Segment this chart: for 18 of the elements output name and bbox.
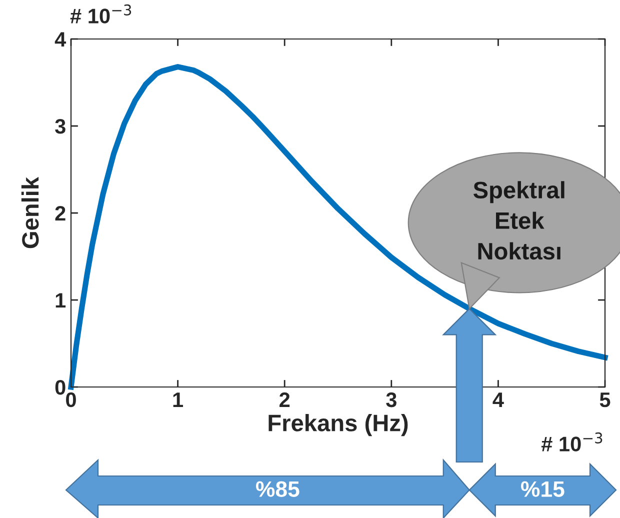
x-tick-label: 0 <box>66 392 76 408</box>
y-tick-label: 0 <box>55 380 66 395</box>
x-tick-label: 4 <box>492 392 504 407</box>
y-tick-label: 2 <box>55 206 66 221</box>
y-tick-label: 3 <box>55 119 66 134</box>
x-tick-label: 2 <box>280 392 290 407</box>
text: %15 <box>520 481 564 497</box>
text: %85 <box>256 481 300 497</box>
x-tick-label: 3 <box>386 392 396 408</box>
text: # 10$^{−3}$ <box>541 432 602 452</box>
annotation: Spektral Etek Noktası <box>473 181 564 260</box>
y-tick-label: 1 <box>56 293 66 308</box>
text: # 10$^{−3}$ <box>70 4 132 24</box>
y-tick-label: 4 <box>54 32 66 47</box>
x-tick-label: 5 <box>600 392 610 408</box>
x-tick-label: 1 <box>173 392 184 407</box>
x-axis-title: Frekans (Hz) <box>268 414 408 436</box>
y-axis-title: Genlik <box>21 176 39 248</box>
